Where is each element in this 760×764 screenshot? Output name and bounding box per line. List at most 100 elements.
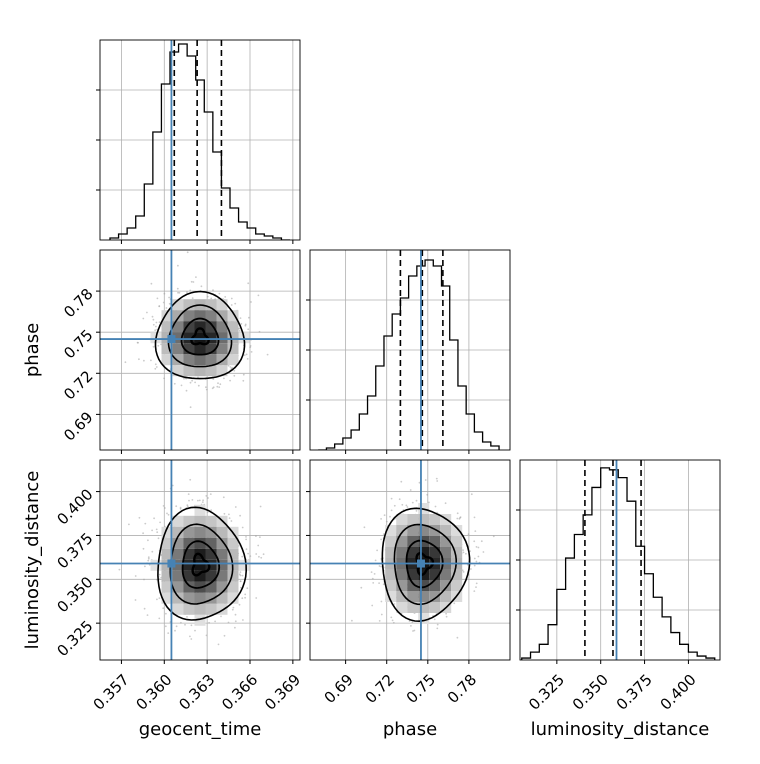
- x-tick-label-phase-1: 0.72: [362, 671, 398, 707]
- sample-point: [118, 568, 121, 571]
- density-cell: [440, 591, 452, 602]
- density-cell: [227, 354, 239, 366]
- sample-point: [382, 583, 385, 586]
- sample-point: [187, 493, 190, 495]
- density-cell: [205, 343, 217, 355]
- density-cell: [407, 591, 419, 602]
- density-cell: [205, 310, 217, 322]
- density-cell: [183, 548, 195, 560]
- sample-point: [156, 598, 158, 601]
- panel-frame-geocent_time: [99, 39, 301, 241]
- x-axis-title-phase: phase: [383, 719, 437, 740]
- sample-point: [159, 521, 162, 524]
- density-panel-phase-vs-luminosity_distance: [306, 459, 511, 664]
- x-axis-title-luminosity_distance: luminosity_distance: [531, 719, 710, 740]
- x-tick-label-luminosity_distance-3: 0.400: [657, 671, 700, 714]
- density-cell: [396, 547, 408, 558]
- density-cell: [216, 603, 228, 615]
- sample-point: [247, 328, 250, 331]
- density-cell: [183, 299, 195, 311]
- density-cell: [172, 332, 184, 344]
- sample-point: [475, 560, 478, 563]
- sample-point: [392, 621, 395, 624]
- sample-point: [382, 533, 385, 535]
- sample-point: [428, 501, 430, 504]
- sample-point: [470, 568, 472, 570]
- density-cell: [227, 581, 239, 593]
- sample-point: [234, 613, 237, 616]
- sample-point: [189, 478, 192, 481]
- density-cell: [194, 332, 206, 344]
- sample-point: [462, 551, 465, 554]
- sample-point: [410, 625, 412, 627]
- sample-point: [244, 323, 247, 326]
- sample-point: [144, 522, 147, 525]
- sample-point: [248, 316, 250, 319]
- sample-point: [405, 504, 408, 507]
- sample-point: [165, 307, 168, 309]
- sample-point: [184, 623, 186, 626]
- sample-point: [194, 381, 197, 384]
- sample-point: [162, 301, 165, 304]
- density-cell: [429, 514, 441, 525]
- y-tick-label-phase-1: 0.72: [60, 367, 96, 403]
- sample-point: [411, 501, 414, 504]
- sample-point: [150, 282, 153, 285]
- sample-point: [214, 620, 217, 623]
- density-cell: [216, 354, 228, 366]
- density-cell: [205, 526, 217, 538]
- sample-point: [138, 358, 140, 361]
- sample-point: [127, 523, 130, 526]
- sample-point: [400, 480, 403, 483]
- density-cell: [172, 354, 184, 366]
- sample-point: [244, 596, 247, 599]
- density-cell: [418, 602, 430, 613]
- panel-frame-phase: [309, 249, 511, 451]
- sample-point: [389, 515, 391, 518]
- sample-point: [245, 353, 248, 356]
- density-cell: [205, 515, 217, 527]
- density-cell: [227, 343, 239, 355]
- sample-point: [188, 499, 190, 502]
- sample-point: [191, 379, 194, 382]
- sample-point: [469, 550, 471, 552]
- sample-point: [240, 322, 243, 325]
- sample-point: [462, 549, 464, 551]
- density-cell: [183, 526, 195, 538]
- sample-point: [185, 389, 188, 392]
- sample-point: [207, 497, 209, 499]
- sample-point: [371, 577, 374, 580]
- histogram-panel-geocent_time: [96, 39, 301, 244]
- density-cell: [216, 332, 228, 344]
- sample-point: [445, 615, 448, 618]
- sample-point: [380, 518, 382, 520]
- x-tick-label-geocent_time-4: 0.369: [261, 671, 304, 714]
- density-cell: [429, 602, 441, 613]
- sample-point: [208, 621, 211, 624]
- density-cell: [172, 537, 184, 549]
- sample-point: [192, 281, 195, 283]
- density-cell: [396, 536, 408, 547]
- sample-point: [391, 619, 394, 622]
- sample-point: [229, 379, 232, 382]
- density-cell: [396, 514, 408, 525]
- x-tick-label-geocent_time-3: 0.366: [218, 671, 261, 714]
- density-cell: [451, 525, 463, 536]
- sample-point: [155, 325, 157, 328]
- density-cell: [194, 343, 206, 355]
- sample-point: [134, 575, 137, 577]
- sample-point: [415, 499, 418, 502]
- y-tick-label-luminosity_distance-3: 0.400: [53, 485, 96, 528]
- sample-point: [245, 548, 248, 551]
- sample-point: [142, 547, 145, 550]
- density-cell: [451, 547, 463, 558]
- density-cell: [418, 613, 430, 624]
- density-cell: [429, 547, 441, 558]
- sample-point: [173, 382, 176, 385]
- sample-point: [155, 321, 158, 324]
- sample-point: [152, 345, 155, 348]
- sample-point: [434, 505, 437, 508]
- density-cell: [194, 504, 206, 516]
- density-cell: [194, 592, 206, 604]
